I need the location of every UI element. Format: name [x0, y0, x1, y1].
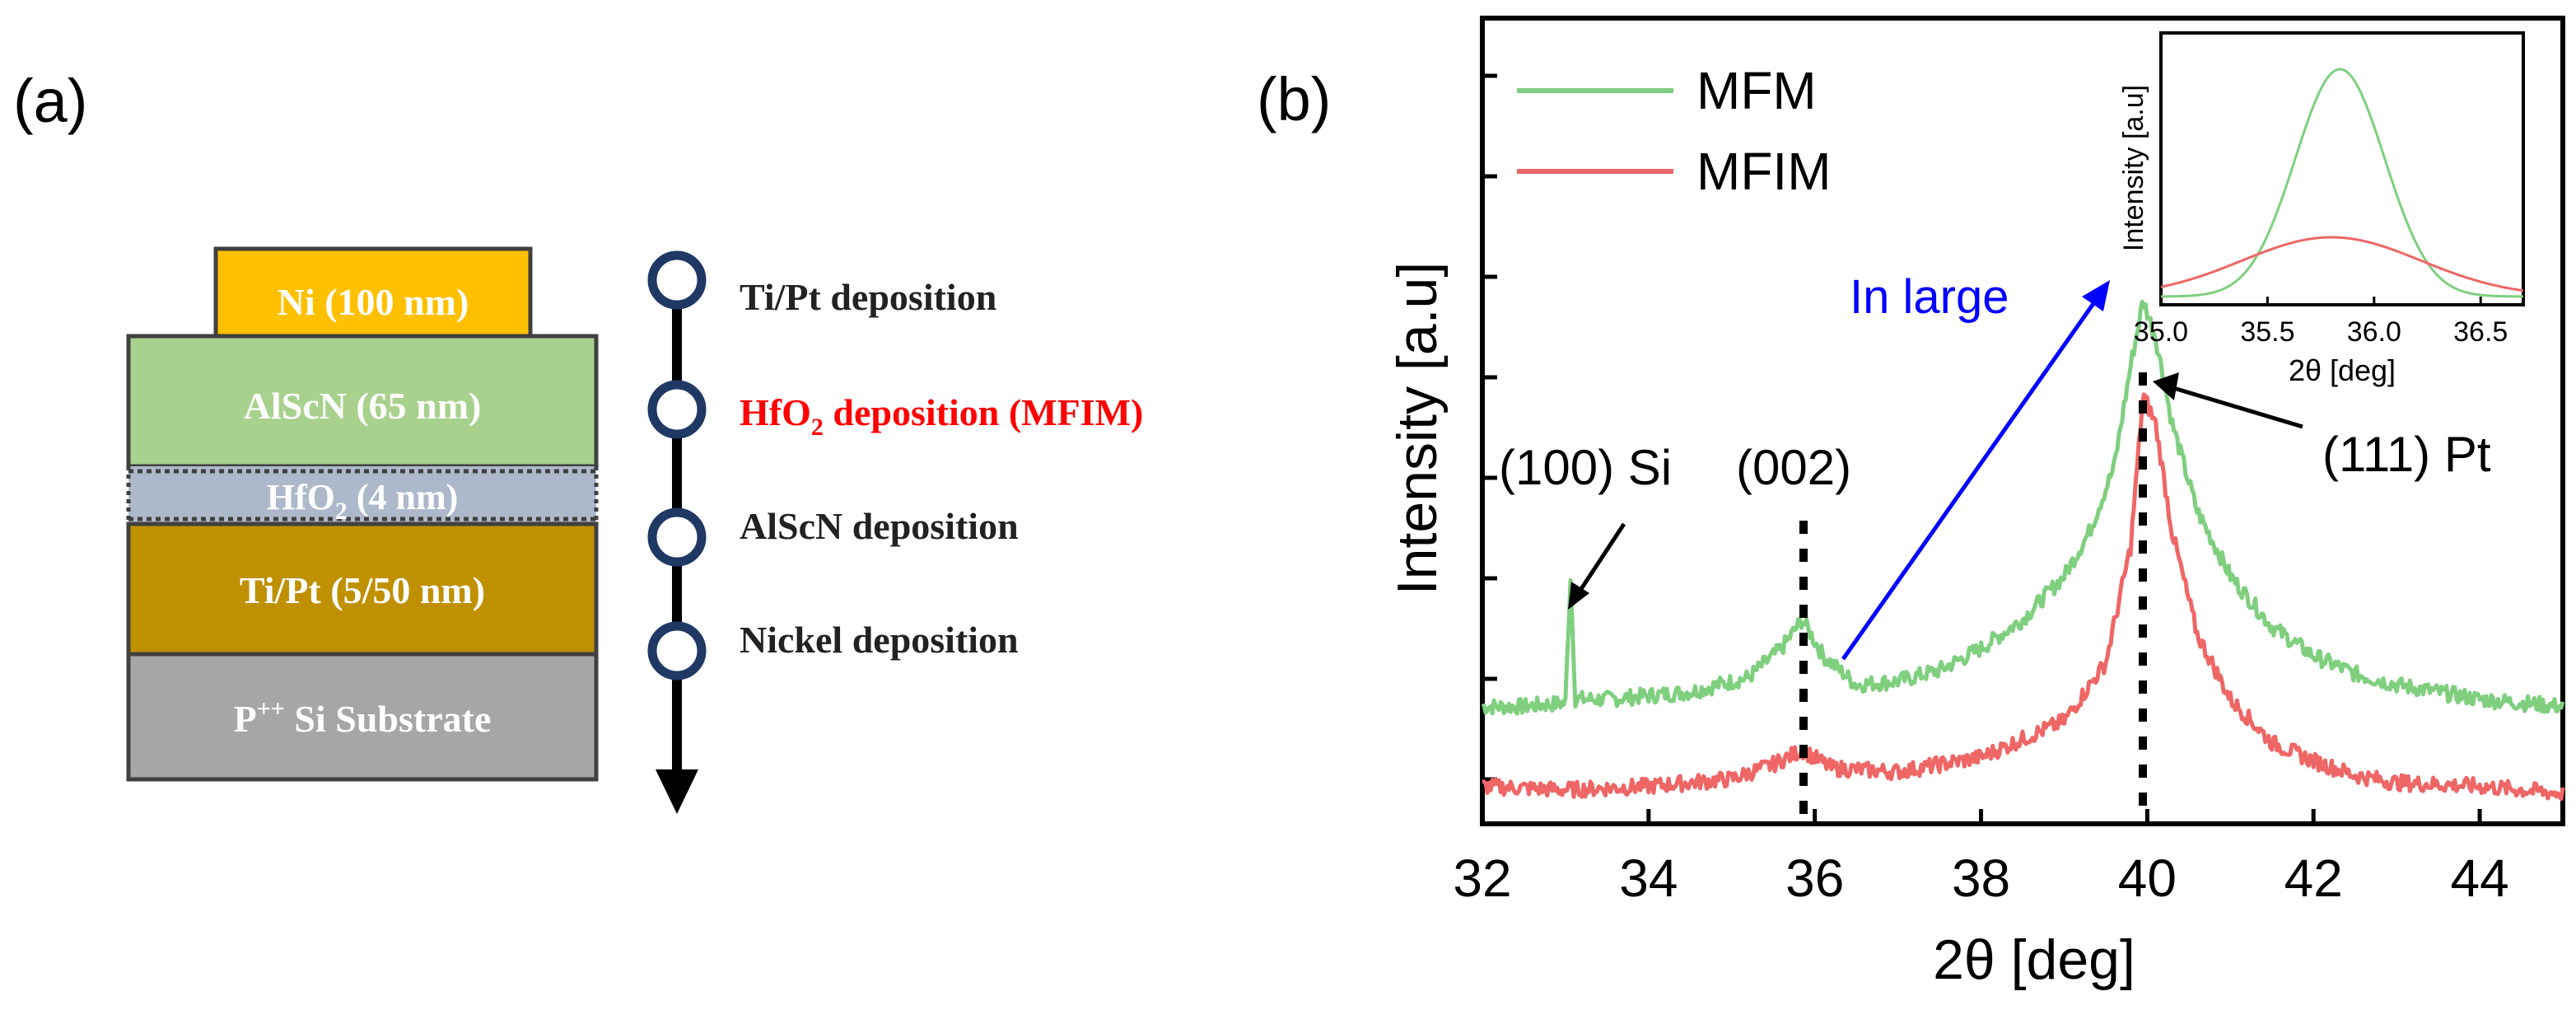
series-line-mfm [1481, 299, 2565, 716]
step-4-marker [647, 621, 707, 680]
hfo2-layer-label: HfO2 (4 nm) [267, 477, 459, 525]
x-tick-label: 32 [1453, 849, 1511, 908]
inset-x-tick-label: 35.0 [2134, 316, 2188, 348]
x-axis-label: 2θ [deg] [1933, 928, 2135, 991]
inset-series-line-mfim [2160, 236, 2524, 292]
in-large-arrowhead [2082, 280, 2110, 311]
annotation-002: (002) [1736, 440, 1851, 495]
tipt-layer-label: Ti/Pt (5/50 nm) [240, 569, 485, 611]
inset-x-ticks: 35.0 35.5 36.0 36.5 [2134, 297, 2508, 348]
step-2-marker [647, 380, 707, 439]
inset-chart: 35.0 35.5 36.0 36.5 2θ [deg] Intensity [a.u… [2118, 31, 2525, 387]
series-lines [1481, 299, 2565, 802]
inset-frame [2159, 31, 2525, 306]
tipt-layer [126, 521, 599, 657]
inset-x-tick-label: 36.5 [2453, 316, 2508, 348]
annotation-111-pt-arrowhead [2153, 372, 2179, 400]
inset-x-tick-label: 36.0 [2347, 316, 2401, 348]
step-3-marker [647, 507, 707, 567]
timeline-arrowhead [656, 769, 698, 814]
plot-frame [1480, 16, 2565, 826]
series-line-mfim [1482, 392, 2565, 802]
ni-layer-label: Ni (100 nm) [278, 281, 469, 323]
alscn-layer [126, 334, 599, 469]
layer-stack: Ni (100 nm) AlScN (65 nm) HfO2 (4 nm) Ti… [126, 246, 599, 782]
inset-series-lines [2160, 68, 2524, 298]
inset-x-axis-label: 2θ [deg] [2289, 353, 2396, 387]
x-tick-label: 40 [2118, 849, 2177, 908]
legend-mfm-label: MFM [1696, 61, 1817, 120]
annotation-100-si-arrowhead [1568, 582, 1589, 610]
inset-y-axis-label: Intensity [a.u] [2118, 85, 2149, 251]
x-tick-label: 34 [1619, 849, 1678, 908]
annotation-100-si: (100) Si [1499, 440, 1672, 495]
annotations: (100) Si (002) (111) Pt In large [1499, 270, 2491, 816]
annotation-111-pt: (111) Pt [2322, 427, 2491, 482]
step-1-label: Ti/Pt deposition [740, 276, 996, 318]
alscn-layer-label: AlScN (65 nm) [244, 385, 482, 427]
legend: MFM MFIM [1517, 61, 1832, 201]
x-ticks: 32 34 36 38 40 42 44 [1453, 809, 2509, 908]
substrate-layer-label: P++ Si Substrate [234, 695, 492, 740]
ni-layer [213, 246, 533, 339]
inset-series-line-mfm [2161, 68, 2523, 298]
y-ticks [1482, 73, 1497, 782]
step-2-label: HfO2 deposition (MFIM) [740, 391, 1143, 441]
panel-b-label: (b) [1257, 65, 1331, 133]
step-1-marker [647, 250, 707, 310]
y-axis-label: Intensity [a.u] [1386, 262, 1449, 595]
x-tick-label: 42 [2284, 849, 2343, 908]
x-tick-label: 36 [1785, 849, 1844, 908]
x-tick-label: 44 [2450, 849, 2508, 908]
process-flow: Ti/Pt deposition HfO2 deposition (MFIM) … [647, 250, 1143, 814]
annotation-100-si-arrow [1577, 522, 1626, 593]
hfo2-layer [128, 466, 596, 524]
panel-a-label: (a) [13, 67, 87, 135]
x-tick-label: 38 [1952, 849, 2010, 908]
step-4-label: Nickel deposition [740, 619, 1019, 661]
annotation-in-large: In large [1850, 270, 2009, 324]
substrate-layer [126, 652, 599, 782]
step-3-label: AlScN deposition [740, 505, 1019, 547]
annotation-111-pt-arrow [2170, 385, 2303, 429]
xrd-chart: 32 34 36 38 40 42 44 2θ [deg] Intensity [a.u] … [1386, 16, 2565, 991]
inset-x-tick-label: 35.5 [2240, 316, 2294, 348]
legend-mfim-label: MFIM [1696, 142, 1832, 201]
in-large-arrow [1841, 295, 2101, 661]
